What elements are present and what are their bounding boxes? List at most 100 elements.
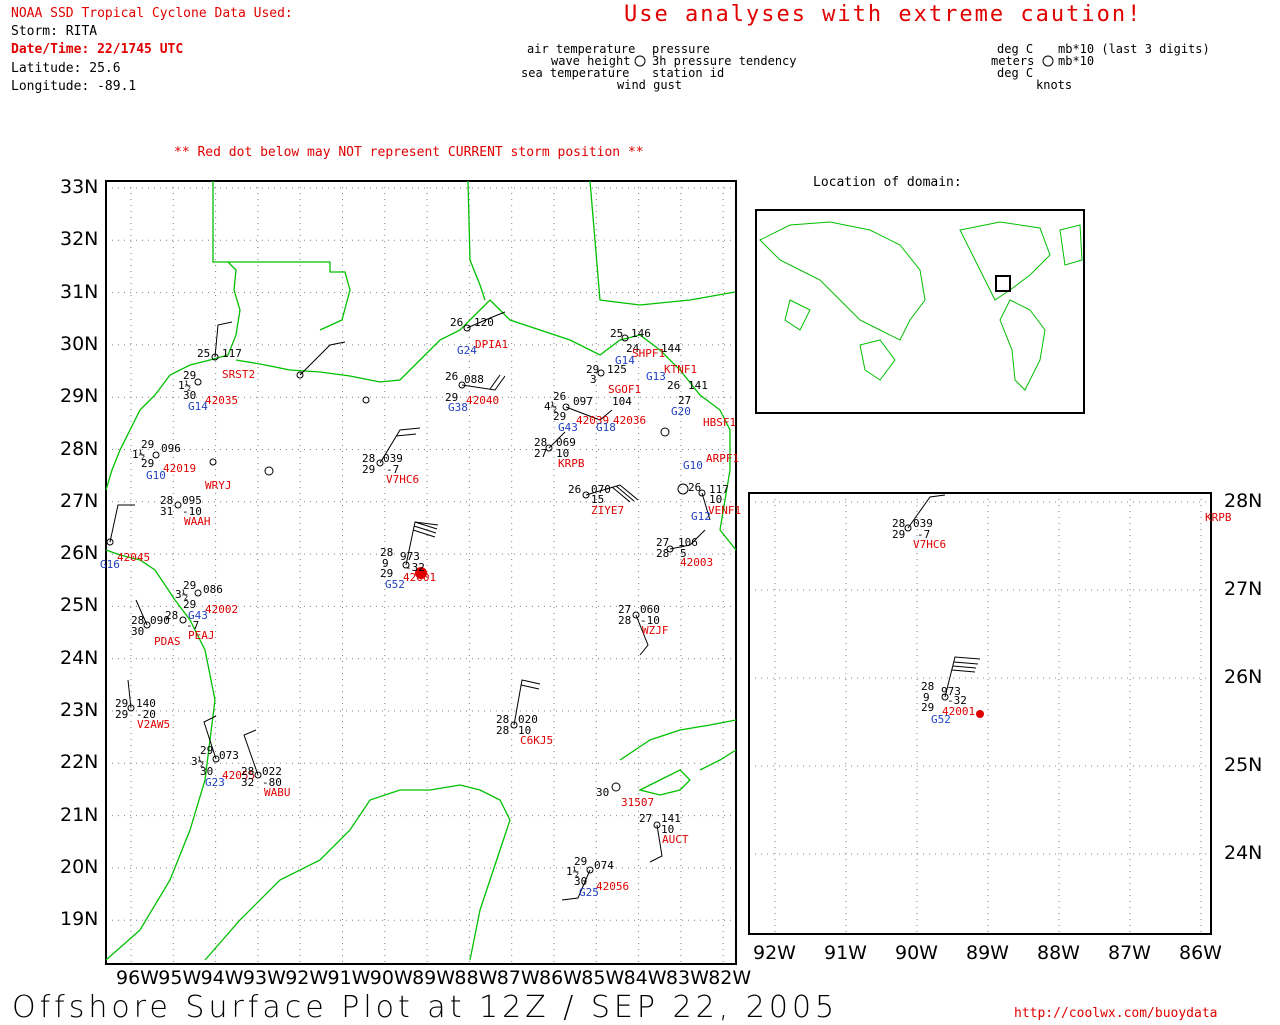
station-label: C6KJ5 bbox=[520, 734, 554, 747]
station-temp: 28 bbox=[160, 494, 174, 507]
station-temp: 29 bbox=[586, 363, 600, 376]
station-temp: 29 bbox=[200, 744, 214, 757]
station-label: SRST2 bbox=[222, 368, 256, 381]
station-sst: 30 bbox=[596, 786, 610, 799]
lat-tick-label: 31N bbox=[60, 280, 99, 303]
station-temp: 28 bbox=[165, 609, 179, 622]
station-press: 125 bbox=[607, 363, 627, 376]
station-press: 141 bbox=[688, 379, 708, 392]
zoom-station-press: 039 bbox=[913, 517, 933, 530]
wind-barbs bbox=[109, 311, 711, 901]
station-temp: 29 bbox=[183, 369, 197, 382]
station-wave: 9 bbox=[382, 557, 389, 570]
lat-tick-label: 30N bbox=[60, 332, 99, 355]
station-temp: 27 bbox=[678, 394, 692, 407]
zoom-lon-tick-label: 88W bbox=[1037, 942, 1080, 964]
legend-station-circle bbox=[634, 55, 646, 67]
station-label: 42002 bbox=[205, 603, 239, 616]
zoom-station-label: V7HC6 bbox=[913, 538, 947, 551]
station-gust: G23 bbox=[205, 776, 225, 789]
station-press: 088 bbox=[464, 373, 484, 386]
station-sst: 29 bbox=[141, 457, 155, 470]
station-gust: G12 bbox=[691, 510, 711, 523]
legend-deg-c-1: deg C bbox=[997, 42, 1034, 56]
lat-tick-label: 19N bbox=[60, 908, 99, 931]
station-sst: 29 bbox=[445, 391, 459, 404]
legend-pressure-tendency: 3h pressure tendency bbox=[652, 54, 797, 68]
station-press: 070 bbox=[591, 483, 611, 496]
station-press: 073 bbox=[219, 749, 239, 762]
zoom-lon-tick-label: 92W bbox=[753, 942, 796, 964]
station-label: ZIYE7 bbox=[591, 504, 625, 517]
station-temp: 28 bbox=[131, 614, 145, 627]
station-press: 086 bbox=[203, 583, 223, 596]
station-tend: -80 bbox=[262, 776, 282, 789]
station-wave: 3½ bbox=[191, 755, 205, 768]
station-label: 31507 bbox=[621, 796, 655, 809]
station-sst: 30 bbox=[200, 765, 214, 778]
zoom-storm-temp: 28 bbox=[921, 680, 935, 693]
zoom-lon-tick-label: 90W bbox=[895, 942, 938, 964]
zoom-storm-sst: 29 bbox=[921, 701, 935, 714]
station-temp: 24 bbox=[626, 342, 640, 355]
station-press: 140 bbox=[136, 697, 156, 710]
station-label: HBSF1 bbox=[703, 416, 737, 429]
legend-mb-last3: mb*10 (last 3 digits) bbox=[1058, 42, 1210, 56]
station-tend: 10 bbox=[556, 447, 570, 460]
lon-tick-label: 91W bbox=[327, 967, 371, 989]
station-temp: 27 bbox=[656, 536, 670, 549]
zoom-lat-tick-label: 28N bbox=[1224, 490, 1263, 512]
lat-tick-label: 33N bbox=[60, 176, 99, 198]
station-gust: G20 bbox=[671, 405, 691, 418]
station-temp: 29 bbox=[115, 697, 129, 710]
station-sst: 28 bbox=[496, 724, 510, 737]
legend-mb: mb*10 bbox=[1058, 54, 1095, 68]
station-label: AUCT bbox=[662, 833, 689, 846]
source-line: NOAA SSD Tropical Cyclone Data Used: bbox=[11, 6, 293, 21]
station-label: 42039 bbox=[576, 414, 610, 427]
station-temp: 28 bbox=[534, 436, 548, 449]
station-gust: G43 bbox=[188, 609, 208, 622]
station-press: 095 bbox=[182, 494, 202, 507]
station-gust: G25 bbox=[579, 886, 599, 899]
station-sst: 32 bbox=[241, 776, 255, 789]
station-gust: G38 bbox=[448, 401, 468, 414]
lon-tick-label: 82W bbox=[708, 967, 752, 989]
zoom-lon-tick-label: 87W bbox=[1108, 942, 1151, 964]
latitude-line: Latitude: 25.6 bbox=[11, 61, 121, 76]
station-tend: -32 bbox=[405, 561, 425, 574]
station-press: 144 bbox=[661, 342, 681, 355]
caution-warning: Use analyses with extreme caution! bbox=[624, 2, 1143, 27]
station-temp: 29 bbox=[574, 855, 588, 868]
datetime-line: Date/Time: 22/1745 UTC bbox=[11, 42, 184, 57]
zoom-storm-press: 973 bbox=[941, 685, 961, 698]
station-press: 074 bbox=[594, 859, 614, 872]
legend-knots: knots bbox=[1036, 78, 1073, 92]
station-temp: 28 bbox=[496, 713, 510, 726]
zoom-map-grid bbox=[749, 493, 1211, 934]
station-tend: -10 bbox=[640, 614, 660, 627]
station-sst: 27 bbox=[534, 447, 548, 460]
zoom-storm-wave: 9 bbox=[923, 691, 930, 704]
zoom-lat-tick-label: 27N bbox=[1224, 578, 1263, 600]
station-sst: 30 bbox=[183, 389, 197, 402]
lat-tick-label: 24N bbox=[60, 646, 99, 669]
lon-tick-label: 83W bbox=[665, 967, 709, 989]
main-map-frame bbox=[105, 180, 737, 965]
legend-wave-height: wave height bbox=[551, 54, 631, 68]
station-label: 42036 bbox=[613, 414, 647, 427]
station-label: VENF1 bbox=[708, 504, 742, 517]
legend-air-temperature: air temperature bbox=[527, 42, 636, 56]
zoom-station-tend: -7 bbox=[917, 528, 931, 541]
lat-tick-label: 28N bbox=[60, 437, 99, 460]
legend-meters: meters bbox=[991, 54, 1035, 68]
zoom-lat-tick-label: 26N bbox=[1224, 666, 1263, 688]
domain-box bbox=[995, 275, 1011, 292]
station-label: 42056 bbox=[596, 880, 630, 893]
station-wave: 1½ bbox=[132, 448, 146, 461]
station-label: DPIA1 bbox=[475, 338, 509, 351]
station-label: KRPB bbox=[558, 457, 585, 470]
zoom-storm-gust: G52 bbox=[931, 713, 951, 726]
zoom-map-frame bbox=[748, 492, 1212, 935]
zoom-station-sst: 29 bbox=[892, 528, 906, 541]
